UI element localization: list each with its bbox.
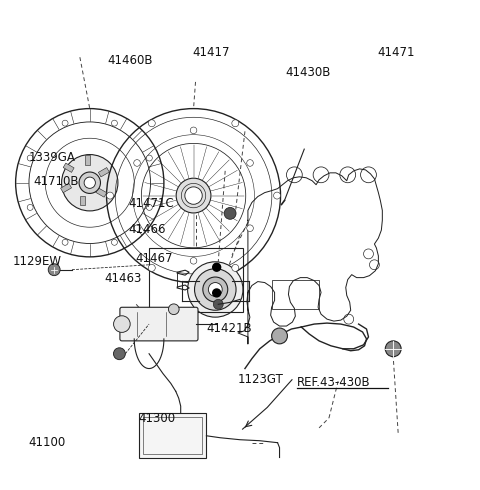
Text: 41710B: 41710B bbox=[34, 175, 79, 188]
Text: 1339GA: 1339GA bbox=[29, 150, 76, 164]
Circle shape bbox=[274, 192, 280, 199]
Bar bbox=[60, 183, 72, 193]
Bar bbox=[98, 168, 109, 177]
Circle shape bbox=[176, 178, 211, 213]
Text: 41467: 41467 bbox=[136, 252, 173, 265]
Bar bbox=[85, 155, 90, 165]
Circle shape bbox=[247, 160, 253, 166]
Text: 41471: 41471 bbox=[378, 47, 415, 59]
Text: 41421B: 41421B bbox=[207, 322, 252, 336]
FancyBboxPatch shape bbox=[120, 307, 198, 341]
Circle shape bbox=[48, 264, 60, 276]
Circle shape bbox=[272, 328, 288, 344]
Circle shape bbox=[185, 187, 202, 204]
Circle shape bbox=[190, 127, 197, 134]
Text: 41100: 41100 bbox=[29, 436, 66, 449]
Circle shape bbox=[27, 155, 33, 161]
Circle shape bbox=[213, 299, 223, 309]
Text: 41463: 41463 bbox=[105, 271, 142, 285]
Circle shape bbox=[208, 283, 222, 296]
Text: 1123GT: 1123GT bbox=[238, 373, 284, 386]
Bar bbox=[272, 280, 319, 309]
Circle shape bbox=[107, 192, 114, 199]
Circle shape bbox=[111, 120, 118, 126]
Circle shape bbox=[84, 177, 96, 188]
Circle shape bbox=[188, 262, 243, 317]
Circle shape bbox=[190, 258, 197, 264]
Bar bbox=[96, 188, 107, 197]
Circle shape bbox=[113, 348, 125, 360]
Circle shape bbox=[194, 269, 236, 310]
Circle shape bbox=[146, 155, 152, 161]
Circle shape bbox=[27, 204, 33, 210]
Circle shape bbox=[111, 239, 118, 245]
Circle shape bbox=[148, 265, 155, 271]
Text: 41460B: 41460B bbox=[107, 54, 153, 67]
Circle shape bbox=[146, 204, 152, 210]
Circle shape bbox=[168, 304, 179, 315]
Text: 41430B: 41430B bbox=[285, 66, 330, 79]
Bar bbox=[139, 413, 206, 458]
Circle shape bbox=[148, 120, 155, 127]
Circle shape bbox=[203, 277, 228, 302]
Circle shape bbox=[247, 225, 253, 231]
Circle shape bbox=[114, 316, 130, 332]
Text: 1129EW: 1129EW bbox=[12, 255, 61, 268]
Bar bbox=[80, 196, 85, 205]
Bar bbox=[143, 417, 203, 454]
Circle shape bbox=[232, 120, 239, 127]
Text: 41300: 41300 bbox=[138, 412, 175, 425]
Circle shape bbox=[62, 120, 68, 126]
Circle shape bbox=[224, 207, 236, 220]
Text: 41471C: 41471C bbox=[129, 196, 174, 210]
Circle shape bbox=[134, 160, 140, 166]
Circle shape bbox=[385, 341, 401, 357]
Circle shape bbox=[79, 172, 100, 194]
Circle shape bbox=[61, 154, 118, 211]
Text: 41417: 41417 bbox=[192, 47, 230, 59]
Text: 41466: 41466 bbox=[129, 223, 166, 236]
Circle shape bbox=[213, 263, 221, 271]
Circle shape bbox=[62, 239, 68, 245]
Text: REF.43-430B: REF.43-430B bbox=[297, 376, 371, 389]
Circle shape bbox=[134, 225, 140, 231]
Bar bbox=[63, 163, 74, 172]
Circle shape bbox=[213, 289, 221, 297]
Bar bbox=[149, 248, 243, 312]
Circle shape bbox=[232, 265, 239, 271]
